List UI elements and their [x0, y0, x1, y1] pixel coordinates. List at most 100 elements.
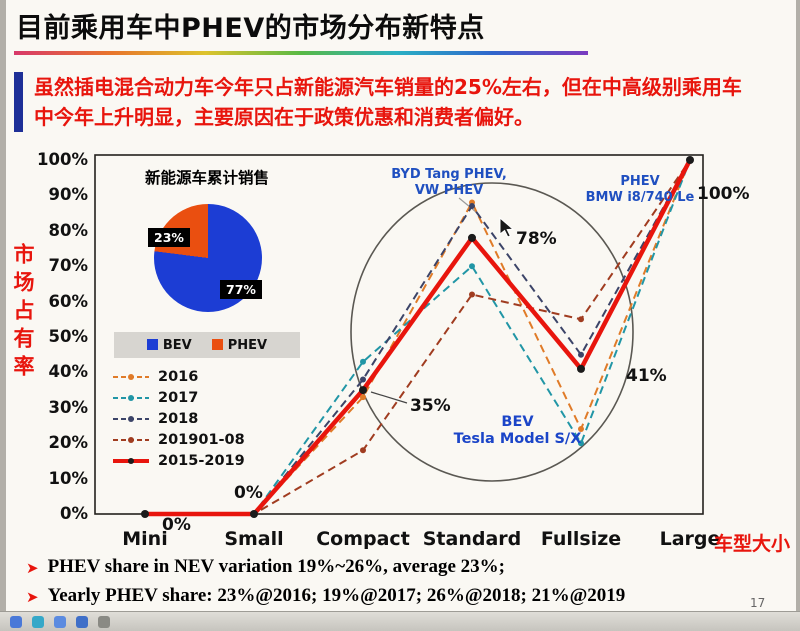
series-point-2018: [469, 203, 475, 210]
pie-label-phev: 23%: [148, 228, 190, 247]
series-point-2018: [360, 376, 366, 383]
annotation-bmw: PHEV BMW i8/740 Le: [585, 174, 695, 205]
intro-text: 虽然插电混合动力车今年只占新能源汽车销量的25%左右，但在中高级别乘用车 中今年…: [34, 72, 742, 132]
data-point-label: 35%: [410, 396, 451, 416]
series-line-201901-08: [145, 159, 691, 515]
legend-label: 2016: [158, 368, 199, 385]
series-line-2016: [145, 159, 691, 515]
arrow-bullet-icon: ➤: [26, 559, 39, 577]
series-point-201901-08: [469, 291, 475, 298]
x-category-label: Fullsize: [540, 528, 622, 550]
line-legend: 2016 2017 2018 201901-08 2015-2019: [112, 366, 245, 471]
y-tick-label: 100%: [37, 150, 88, 169]
y-tick-label: 90%: [48, 185, 89, 205]
series-point-2016: [360, 394, 366, 401]
y-tick-label: 40%: [48, 362, 89, 382]
y-tick-label: 30%: [48, 397, 89, 417]
x-category-label: Small: [224, 528, 284, 550]
mouse-cursor-icon: [499, 216, 515, 238]
series-point-2018: [578, 351, 584, 358]
list-icon[interactable]: [32, 615, 44, 628]
y-axis-title: 市场占有率: [11, 243, 35, 383]
annotation-bev: BEV Tesla Model S/X: [453, 414, 582, 448]
arrow-bullet-icon: ➤: [26, 588, 39, 606]
y-tick-label: 70%: [48, 256, 89, 276]
pie-legend: BEV PHEV: [114, 332, 300, 358]
x-category-label: Mini: [122, 528, 168, 550]
footnote-2: ➤ Yearly PHEV share: 23%@2016; 19%@2017;…: [26, 585, 626, 606]
intro-line-1: 虽然插电混合动力车今年只占新能源汽车销量的25%左右，但在中高级别乘用车: [34, 75, 742, 99]
legend-label: 2017: [158, 389, 199, 406]
legend-item-2015-2019: 2015-2019: [112, 450, 245, 471]
y-tick-label: 0%: [59, 504, 88, 523]
annotation-byd: BYD Tang PHEV, VW PHEV: [391, 167, 507, 198]
footnote-1: ➤ PHEV share in NEV variation 19%~26%, a…: [26, 556, 506, 577]
y-tick-label: 60%: [48, 291, 89, 311]
legend-item-2016: 2016: [112, 366, 245, 387]
y-axis-ticks: 100% 90% 80% 70% 60% 50% 40% 30% 20% 10% 0%: [28, 0, 88, 631]
annotation-leader-35: [370, 391, 408, 404]
x-category-label: Compact: [316, 528, 410, 550]
bottom-toolbar: [0, 611, 800, 631]
pie-legend-bev: BEV: [146, 338, 192, 353]
series-point-2017: [360, 358, 366, 365]
series-layer: [141, 156, 694, 518]
legend-item-2017: 2017: [112, 387, 245, 408]
series-point-2015-2019: [359, 386, 367, 395]
legend-line-sample-icon: [113, 373, 149, 380]
legend-item-201901-08: 201901-08: [112, 429, 245, 450]
footnotes: ➤ PHEV share in NEV variation 19%~26%, a…: [26, 556, 625, 614]
series-point-2015-2019: [577, 364, 585, 373]
intro-accent-bar: [14, 72, 23, 132]
data-point-label: 100%: [697, 184, 750, 204]
data-point-label: 41%: [626, 366, 667, 386]
rainbow-divider: [14, 51, 588, 55]
pie-inset: 新能源车累计销售 23% 77% BEV PHEV: [108, 162, 306, 360]
y-tick-label: 50%: [48, 327, 89, 346]
pie-legend-phev: PHEV: [211, 338, 267, 353]
series-point-201901-08: [360, 447, 366, 454]
legend-line-sample-icon: [113, 457, 149, 464]
x-category-label: Large: [659, 528, 721, 550]
series-point-2017: [578, 440, 584, 447]
annotation-leader-byd: [458, 197, 477, 213]
more-icon[interactable]: [98, 615, 110, 628]
series-point-2015-2019: [141, 510, 149, 518]
legend-item-2018: 2018: [112, 408, 245, 429]
series-point-2016: [578, 426, 584, 433]
legend-line-sample-icon: [113, 415, 149, 422]
y-tick-label: 80%: [48, 220, 89, 240]
pie-title: 新能源车累计销售: [144, 169, 269, 187]
bookmark-icon[interactable]: [76, 615, 88, 628]
plot-border: [94, 154, 704, 515]
series-point-2015-2019: [468, 233, 476, 242]
intro-line-2: 中今年上升明显，主要原因在于政策优惠和消费者偏好。: [34, 105, 534, 129]
series-line-2015-2019: [145, 158, 692, 517]
toolbar-icons: [10, 615, 110, 628]
legend-line-sample-icon: [113, 394, 149, 401]
legend-label: 2018: [158, 410, 199, 427]
share-icon[interactable]: [54, 615, 66, 628]
series-point-201901-08: [578, 316, 584, 323]
slide-title: 目前乘用车中PHEV的市场分布新特点: [16, 13, 485, 44]
back-icon[interactable]: [10, 615, 22, 628]
series-point-2017: [469, 263, 475, 270]
y-tick-label: 20%: [48, 433, 89, 453]
y-tick-label: 10%: [48, 468, 89, 488]
series-line-2018: [145, 159, 691, 515]
data-point-label: 0%: [162, 515, 191, 535]
series-point-2015-2019: [250, 510, 258, 518]
intro-block: 虽然插电混合动力车今年只占新能源汽车销量的25%左右，但在中高级别乘用车 中今年…: [14, 72, 780, 132]
x-category-label: Standard: [422, 528, 522, 550]
page-number: 17: [750, 596, 766, 610]
series-point-2015-2019: [686, 156, 694, 164]
highlight-circle: [350, 182, 634, 482]
legend-label: 201901-08: [158, 431, 245, 448]
legend-line-sample-icon: [113, 436, 149, 443]
legend-label: 2015-2019: [158, 452, 245, 469]
photo-edge-right: [796, 0, 800, 631]
pie-label-bev: 77%: [220, 280, 262, 299]
phev-swatch-icon: [211, 338, 223, 350]
photo-edge-left: [0, 0, 6, 631]
